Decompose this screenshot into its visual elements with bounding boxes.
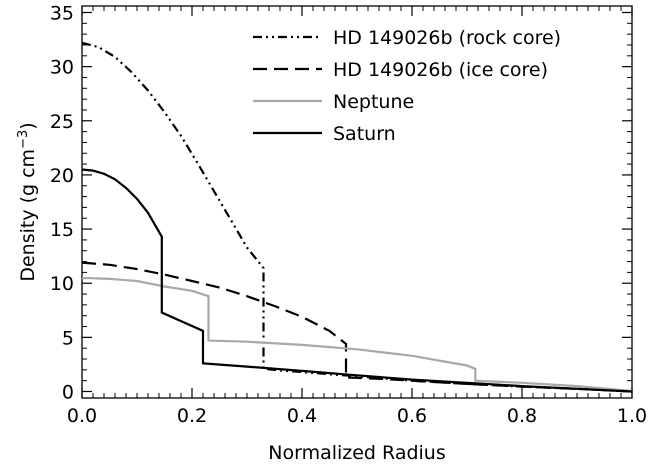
y-tick-label: 10: [50, 273, 74, 295]
x-tick-label: 0.4: [287, 405, 317, 427]
ticks-layer: 0.0 0.2 0.4 0.6 0.8 1.0 0 5 10 15 20 25 30 35: [50, 2, 647, 427]
x-axis-title: Normalized Radius: [268, 442, 446, 464]
y-tick-label: 25: [50, 111, 74, 133]
x-tick-label: 0.6: [397, 405, 427, 427]
series-layer: [81, 41, 633, 393]
series-line-0: [81, 41, 633, 393]
y-tick-label: 15: [50, 219, 74, 241]
y-tick-label: 20: [50, 165, 74, 187]
series-line-1: [81, 261, 633, 393]
x-tick-label: 0.0: [67, 405, 97, 427]
y-tick-label: 5: [62, 327, 74, 349]
series-line-2: [81, 276, 633, 393]
legend-label-0: HD 149026b (rock core): [333, 27, 561, 49]
x-tick-label: 0.2: [177, 405, 207, 427]
legend-label-3: Saturn: [333, 123, 396, 145]
y-tick-label: 30: [50, 57, 74, 79]
x-tick-label: 1.0: [617, 405, 647, 427]
legend: HD 149026b (rock core) HD 149026b (ice co…: [253, 27, 561, 145]
y-tick-label: 0: [62, 382, 74, 404]
legend-label-1: HD 149026b (ice core): [333, 59, 548, 81]
y-axis-title-superscript: −3: [16, 130, 31, 149]
y-tick-label: 35: [50, 2, 74, 24]
y-axis-title: Density (g cm−3): [16, 122, 39, 281]
series-line-3: [81, 168, 633, 393]
svg-text:Density (g cm−3): Density (g cm−3): [16, 122, 39, 281]
legend-label-2: Neptune: [333, 91, 414, 113]
y-axis-title-main: Density (g cm: [17, 149, 39, 282]
y-axis-title-close: ): [17, 122, 39, 129]
x-tick-label: 0.8: [507, 405, 537, 427]
